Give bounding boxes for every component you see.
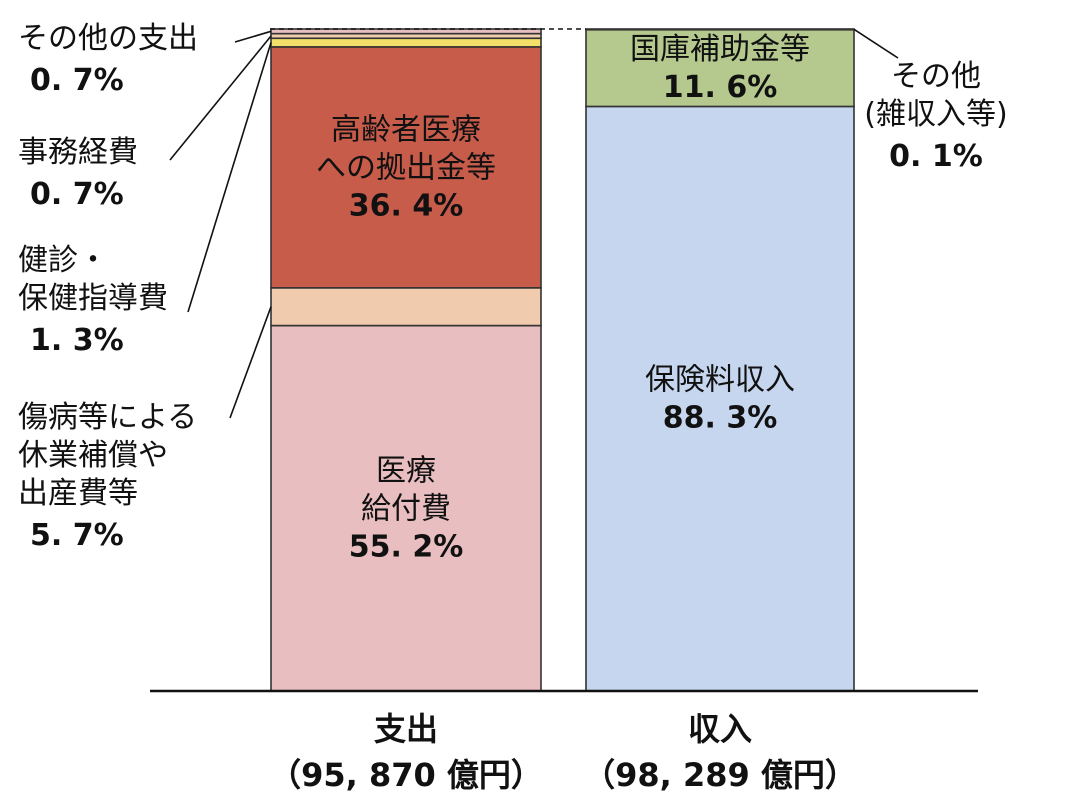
category-total-label: （95, 870 億円） bbox=[269, 756, 543, 794]
leader-line bbox=[169, 35, 272, 161]
segment-name-label: 傷病等による bbox=[18, 400, 197, 435]
leader-line bbox=[234, 30, 272, 43]
segment-name-label: 保険料収入 bbox=[645, 363, 795, 398]
segment-value-label: 1. 3% bbox=[30, 323, 124, 358]
segment-name-label: 給付費 bbox=[361, 491, 451, 526]
bar-segment-0-0 bbox=[270, 324, 542, 692]
segment-name-label: 保健指導費 bbox=[18, 281, 168, 316]
segment-value-label: 5. 7% bbox=[30, 518, 124, 553]
segment-name-label: 国庫補助金等 bbox=[630, 32, 810, 67]
category-total-label: （98, 289 億円） bbox=[583, 756, 857, 794]
segment-value-label: 36. 4% bbox=[349, 188, 464, 223]
bar-segment-0-3 bbox=[270, 37, 542, 48]
category-label: 収入 bbox=[688, 710, 752, 748]
segment-name-label: 健診・ bbox=[18, 243, 108, 278]
bar-segment-1-0 bbox=[585, 105, 855, 692]
leader-line bbox=[229, 306, 272, 419]
segment-value-label: 0. 7% bbox=[30, 177, 124, 212]
segment-value-label: 0. 1% bbox=[889, 139, 983, 174]
segment-name-label: (雑収入等) bbox=[864, 97, 1007, 132]
leader-line bbox=[853, 28, 899, 59]
segment-name-label: 休業補償や bbox=[18, 438, 168, 473]
segment-value-label: 11. 6% bbox=[663, 70, 778, 105]
category-labels: 支出 （95, 870 億円） 収入 （98, 289 億円） bbox=[269, 710, 857, 794]
segment-name-label: 事務経費 bbox=[18, 135, 138, 170]
category-label: 支出 bbox=[374, 710, 438, 748]
segment-name-label: への拠出金等 bbox=[316, 150, 496, 185]
segment-name-label: 医療 bbox=[376, 453, 436, 488]
bar-segment-0-1 bbox=[270, 287, 542, 327]
segment-name-label: その他の支出 bbox=[18, 21, 198, 56]
segment-name-label: その他 bbox=[891, 59, 981, 94]
segment-value-label: 55. 2% bbox=[349, 529, 464, 564]
bars-layer bbox=[270, 28, 855, 692]
segment-name-label: 出産費等 bbox=[18, 476, 138, 511]
leader-line bbox=[187, 42, 272, 313]
bar-segment-1-2 bbox=[585, 28, 855, 31]
segment-value-label: 88. 3% bbox=[663, 401, 778, 436]
leader-lines-layer bbox=[169, 28, 899, 419]
segment-value-label: 0. 7% bbox=[30, 63, 124, 98]
segment-name-label: 高齢者医療 bbox=[331, 112, 481, 147]
